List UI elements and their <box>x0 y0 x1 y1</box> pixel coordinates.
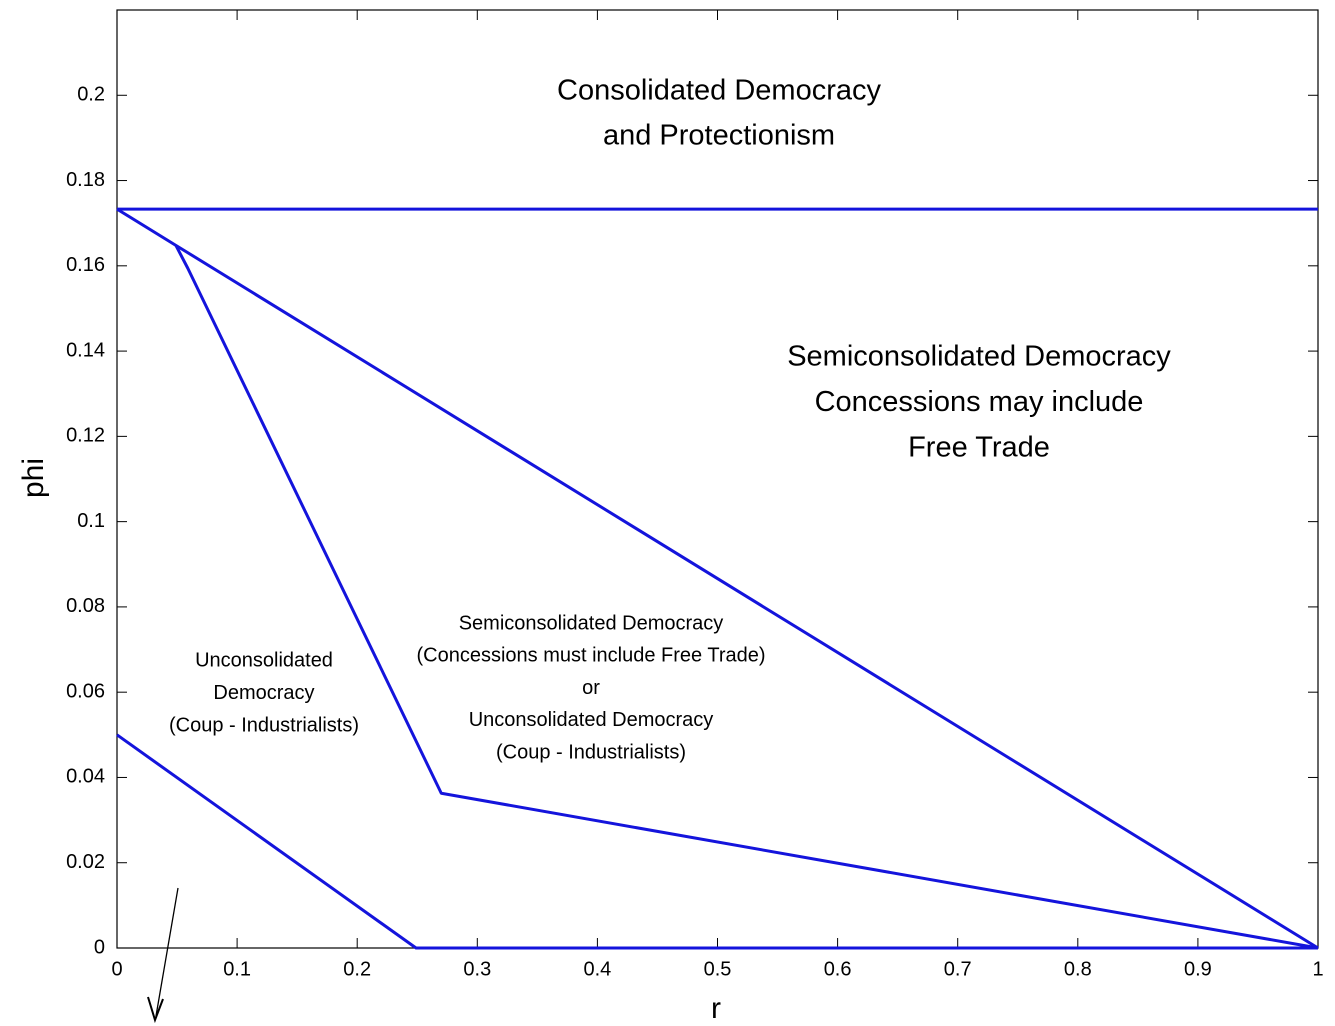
annotation: (Concessions must include Free Trade) <box>416 645 765 667</box>
y-tick-label: 0.14 <box>66 339 105 361</box>
y-tick-label: 0.16 <box>66 254 105 276</box>
y-tick-label: 0.04 <box>66 766 105 788</box>
y-tick-label: 0.06 <box>66 680 105 702</box>
x-tick-label: 0.8 <box>1064 958 1092 980</box>
y-axis-label: phi <box>17 458 50 498</box>
annotation: Semiconsolidated Democracy <box>459 612 724 634</box>
y-tick-label: 0.12 <box>66 425 105 447</box>
annotation: or <box>582 677 600 699</box>
annotation: Unconsolidated Democracy <box>469 709 714 731</box>
y-tick-label: 0.08 <box>66 595 105 617</box>
arrow <box>147 887 179 1024</box>
annotation: Unconsolidated <box>195 649 333 671</box>
x-axis-label: r <box>711 992 721 1025</box>
line <box>174 244 1319 950</box>
x-tick-label: 0.9 <box>1184 958 1212 980</box>
y-tick-label: 0.18 <box>66 169 105 191</box>
y-tick-label: 0.02 <box>66 851 105 873</box>
y-tick-label: 0 <box>94 936 105 958</box>
annotation: (Coup - Industrialists) <box>169 714 359 736</box>
annotation: Concessions may include <box>815 386 1144 418</box>
x-tick-label: 0.7 <box>944 958 972 980</box>
annotation: Consolidated Democracy <box>557 75 881 107</box>
x-tick-label: 0.2 <box>343 958 371 980</box>
x-tick-label: 1 <box>1312 958 1323 980</box>
x-tick-label: 0.1 <box>223 958 251 980</box>
y-tick-label: 0.2 <box>77 84 105 106</box>
line <box>116 207 1319 950</box>
annotation: (Coup - Industrialists) <box>496 741 686 763</box>
x-tick-label: 0.3 <box>463 958 491 980</box>
annotation: and Protectionism <box>603 120 835 152</box>
annotation: Democracy <box>213 682 314 704</box>
x-tick-label: 0.5 <box>704 958 732 980</box>
annotation: Semiconsolidated Democracy <box>787 341 1171 373</box>
y-tick-label: 0.1 <box>77 510 105 532</box>
x-tick-label: 0.4 <box>583 958 611 980</box>
x-tick-label: 0.6 <box>824 958 852 980</box>
annotation: Free Trade <box>908 432 1050 464</box>
line <box>116 733 1318 950</box>
x-tick-label: 0 <box>111 958 122 980</box>
